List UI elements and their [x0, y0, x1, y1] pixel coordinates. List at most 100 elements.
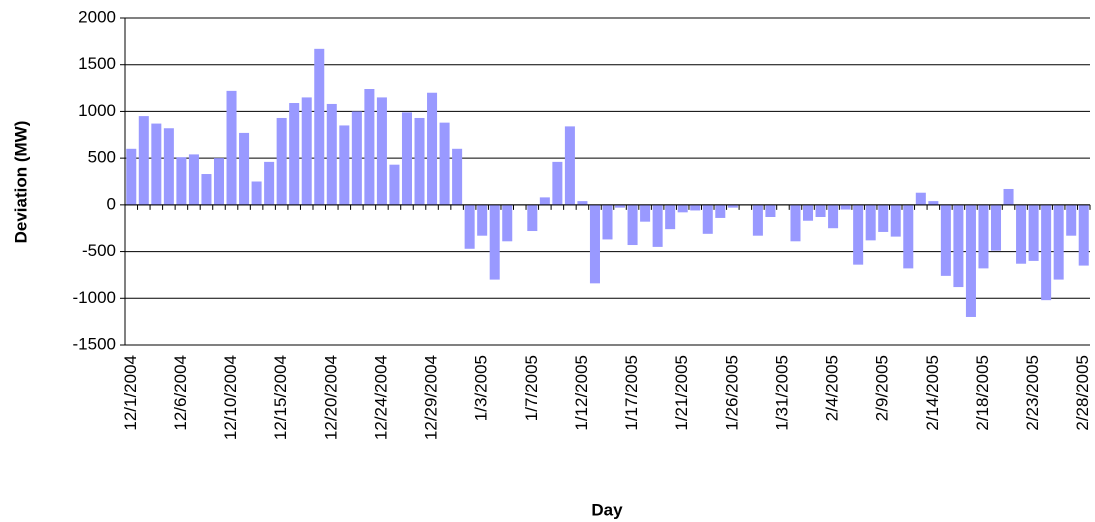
- bar: [853, 204, 864, 265]
- y-tick-label: 1000: [78, 101, 116, 120]
- y-tick-label: -500: [82, 241, 116, 260]
- bar: [452, 148, 463, 205]
- bar: [364, 89, 375, 205]
- x-tick-label: 2/9/2005: [873, 355, 892, 421]
- bar: [990, 204, 1002, 251]
- bar: [151, 123, 162, 205]
- bar: [1078, 204, 1089, 266]
- x-tick-label: 1/17/2005: [622, 355, 641, 431]
- x-tick-label: 12/24/2004: [371, 355, 390, 440]
- bar: [765, 204, 776, 218]
- bar: [602, 204, 613, 240]
- bar: [427, 92, 438, 205]
- y-axis-title: Deviation (MW): [11, 121, 30, 244]
- bar: [527, 204, 538, 232]
- bar: [301, 97, 312, 205]
- bar: [1053, 204, 1064, 280]
- bar: [1028, 204, 1039, 261]
- bar: [815, 204, 826, 218]
- x-tick-label: 2/18/2005: [973, 355, 992, 431]
- x-tick-label: 12/29/2004: [422, 355, 441, 440]
- bar: [564, 126, 575, 205]
- bar: [339, 125, 350, 205]
- bar: [652, 204, 663, 247]
- bar: [752, 204, 763, 236]
- bar: [439, 122, 450, 205]
- bar: [665, 204, 676, 230]
- bar: [978, 204, 989, 269]
- x-tick-label: 12/6/2004: [171, 355, 190, 431]
- x-tick-label: 12/1/2004: [121, 355, 140, 431]
- bar: [677, 204, 688, 213]
- x-tick-label: 2/28/2005: [1073, 355, 1092, 431]
- x-tick-label: 1/21/2005: [672, 355, 691, 431]
- bar: [702, 204, 713, 234]
- x-tick-label: 2/23/2005: [1023, 355, 1042, 431]
- bar: [1003, 188, 1014, 205]
- bar: [464, 204, 475, 249]
- bar: [126, 148, 137, 205]
- bar: [953, 204, 964, 288]
- bar: [401, 112, 412, 205]
- bar: [188, 154, 199, 205]
- bar: [928, 201, 939, 205]
- y-tick-label: 0: [107, 194, 116, 213]
- bar: [477, 204, 488, 236]
- y-tick-label: -1500: [73, 334, 116, 353]
- bar: [640, 204, 651, 222]
- bar: [840, 204, 851, 210]
- bar: [828, 204, 839, 229]
- x-tick-label: 1/3/2005: [472, 355, 491, 421]
- x-tick-label: 1/7/2005: [522, 355, 541, 421]
- bar: [727, 204, 738, 208]
- bar: [213, 158, 225, 205]
- bar: [326, 103, 337, 205]
- bar: [965, 204, 976, 317]
- bar: [615, 204, 626, 208]
- bar: [389, 164, 400, 205]
- bar: [915, 192, 926, 205]
- bar: [715, 204, 726, 218]
- y-tick-label: 500: [88, 148, 116, 167]
- bar: [539, 197, 550, 205]
- x-tick-label: 1/26/2005: [722, 355, 741, 431]
- bar: [589, 204, 600, 284]
- bar: [803, 204, 814, 221]
- bar: [251, 181, 262, 205]
- bar: [489, 204, 500, 280]
- bar: [176, 157, 187, 205]
- bar: [226, 90, 237, 205]
- bar: [690, 204, 701, 211]
- bar: [903, 204, 914, 269]
- x-axis-title: Day: [591, 500, 623, 519]
- bar: [627, 204, 638, 246]
- bar: [577, 201, 588, 205]
- x-tick-label: 1/12/2005: [572, 355, 591, 431]
- x-tick-label: 12/20/2004: [321, 355, 340, 440]
- bar: [264, 161, 275, 205]
- x-tick-label: 12/15/2004: [271, 355, 290, 440]
- bar: [163, 128, 174, 205]
- bar: [276, 117, 287, 205]
- bar: [376, 97, 387, 205]
- bar: [502, 204, 513, 242]
- bar: [351, 111, 362, 205]
- bar: [314, 48, 325, 205]
- bar: [890, 204, 901, 237]
- bar: [1016, 204, 1027, 264]
- bar: [1041, 204, 1052, 301]
- y-tick-label: 2000: [78, 7, 116, 26]
- x-tick-label: 2/14/2005: [923, 355, 942, 431]
- bar: [201, 174, 212, 205]
- x-tick-label: 2/4/2005: [823, 355, 842, 421]
- bar: [878, 204, 889, 232]
- bar: [239, 132, 250, 205]
- y-tick-label: 1500: [78, 54, 116, 73]
- bar: [138, 116, 149, 205]
- bar: [289, 103, 300, 205]
- y-tick-label: -1000: [73, 288, 116, 307]
- bar: [940, 204, 951, 276]
- x-tick-label: 12/10/2004: [221, 355, 240, 440]
- bar: [414, 117, 425, 205]
